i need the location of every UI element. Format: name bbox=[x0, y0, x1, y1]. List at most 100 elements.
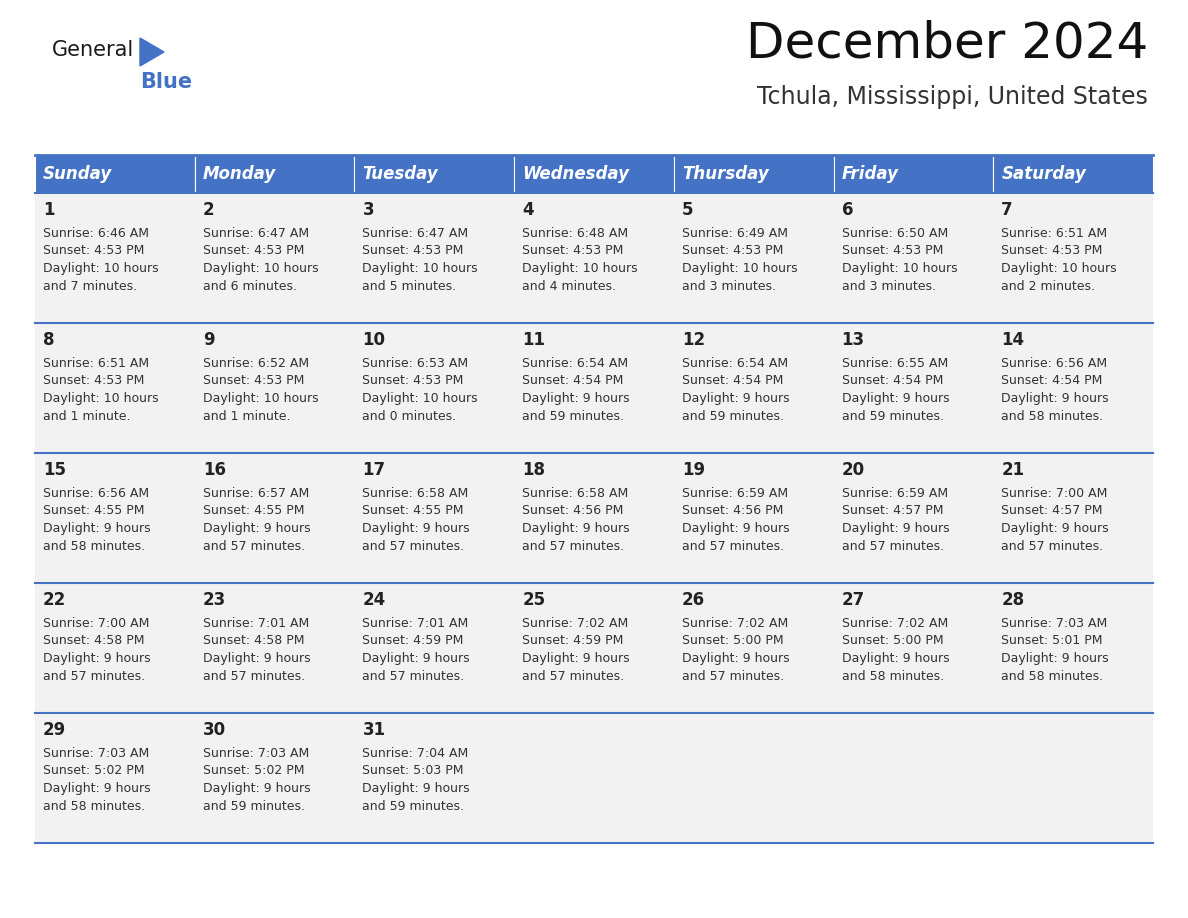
Text: Daylight: 9 hours: Daylight: 9 hours bbox=[841, 652, 949, 665]
Text: 22: 22 bbox=[43, 591, 67, 609]
Text: Daylight: 9 hours: Daylight: 9 hours bbox=[1001, 392, 1108, 405]
Bar bbox=[34, 583, 195, 713]
Text: Sunrise: 6:51 AM: Sunrise: 6:51 AM bbox=[43, 357, 150, 370]
Text: Tchula, Mississippi, United States: Tchula, Mississippi, United States bbox=[757, 85, 1148, 109]
Text: Sunset: 4:53 PM: Sunset: 4:53 PM bbox=[203, 375, 304, 387]
Bar bbox=[834, 453, 993, 583]
Text: Daylight: 10 hours: Daylight: 10 hours bbox=[43, 392, 159, 405]
Text: Sunrise: 6:54 AM: Sunrise: 6:54 AM bbox=[682, 357, 788, 370]
Bar bbox=[354, 155, 514, 193]
Text: Sunset: 4:54 PM: Sunset: 4:54 PM bbox=[523, 375, 624, 387]
Text: and 57 minutes.: and 57 minutes. bbox=[682, 669, 784, 682]
Bar bbox=[674, 453, 834, 583]
Text: Sunrise: 7:03 AM: Sunrise: 7:03 AM bbox=[43, 747, 150, 760]
Text: Sunset: 4:57 PM: Sunset: 4:57 PM bbox=[1001, 505, 1102, 518]
Text: Daylight: 9 hours: Daylight: 9 hours bbox=[1001, 522, 1108, 535]
Text: 3: 3 bbox=[362, 201, 374, 219]
Text: 31: 31 bbox=[362, 721, 386, 739]
Text: and 1 minute.: and 1 minute. bbox=[203, 409, 290, 422]
Text: and 57 minutes.: and 57 minutes. bbox=[523, 669, 624, 682]
Text: and 57 minutes.: and 57 minutes. bbox=[43, 669, 145, 682]
Text: Saturday: Saturday bbox=[1001, 165, 1086, 183]
Text: Sunrise: 6:50 AM: Sunrise: 6:50 AM bbox=[841, 227, 948, 240]
Text: 21: 21 bbox=[1001, 461, 1024, 479]
Text: Sunset: 4:54 PM: Sunset: 4:54 PM bbox=[841, 375, 943, 387]
Text: Sunset: 4:53 PM: Sunset: 4:53 PM bbox=[841, 244, 943, 258]
Text: 6: 6 bbox=[841, 201, 853, 219]
Text: Daylight: 9 hours: Daylight: 9 hours bbox=[203, 782, 310, 795]
Text: 14: 14 bbox=[1001, 331, 1024, 349]
Bar bbox=[195, 323, 354, 453]
Text: Sunrise: 6:49 AM: Sunrise: 6:49 AM bbox=[682, 227, 788, 240]
Text: Sunrise: 7:03 AM: Sunrise: 7:03 AM bbox=[1001, 617, 1107, 630]
Text: 16: 16 bbox=[203, 461, 226, 479]
Text: 12: 12 bbox=[682, 331, 704, 349]
Text: Daylight: 10 hours: Daylight: 10 hours bbox=[362, 262, 478, 275]
Text: 13: 13 bbox=[841, 331, 865, 349]
Text: Sunrise: 6:46 AM: Sunrise: 6:46 AM bbox=[43, 227, 148, 240]
Polygon shape bbox=[140, 38, 164, 66]
Text: Daylight: 9 hours: Daylight: 9 hours bbox=[682, 392, 790, 405]
Text: and 58 minutes.: and 58 minutes. bbox=[1001, 409, 1104, 422]
Text: Sunrise: 6:59 AM: Sunrise: 6:59 AM bbox=[841, 487, 948, 500]
Bar bbox=[514, 453, 674, 583]
Text: Sunrise: 7:00 AM: Sunrise: 7:00 AM bbox=[43, 617, 150, 630]
Text: 24: 24 bbox=[362, 591, 386, 609]
Text: Sunset: 4:53 PM: Sunset: 4:53 PM bbox=[43, 375, 145, 387]
Text: Sunset: 5:00 PM: Sunset: 5:00 PM bbox=[841, 634, 943, 647]
Text: and 57 minutes.: and 57 minutes. bbox=[682, 540, 784, 553]
Bar bbox=[195, 583, 354, 713]
Text: Sunset: 4:53 PM: Sunset: 4:53 PM bbox=[362, 244, 463, 258]
Text: Daylight: 9 hours: Daylight: 9 hours bbox=[203, 522, 310, 535]
Text: Sunrise: 6:58 AM: Sunrise: 6:58 AM bbox=[362, 487, 469, 500]
Text: and 57 minutes.: and 57 minutes. bbox=[841, 540, 943, 553]
Text: Daylight: 10 hours: Daylight: 10 hours bbox=[43, 262, 159, 275]
Bar bbox=[674, 193, 834, 323]
Text: Sunrise: 7:01 AM: Sunrise: 7:01 AM bbox=[362, 617, 469, 630]
Text: Sunrise: 6:58 AM: Sunrise: 6:58 AM bbox=[523, 487, 628, 500]
Text: and 0 minutes.: and 0 minutes. bbox=[362, 409, 456, 422]
Bar bbox=[993, 193, 1154, 323]
Text: Sunrise: 7:02 AM: Sunrise: 7:02 AM bbox=[841, 617, 948, 630]
Text: Sunset: 4:53 PM: Sunset: 4:53 PM bbox=[203, 244, 304, 258]
Text: Sunday: Sunday bbox=[43, 165, 112, 183]
Text: 19: 19 bbox=[682, 461, 704, 479]
Text: Sunrise: 6:57 AM: Sunrise: 6:57 AM bbox=[203, 487, 309, 500]
Bar bbox=[674, 713, 834, 843]
Bar bbox=[514, 713, 674, 843]
Text: and 59 minutes.: and 59 minutes. bbox=[362, 800, 465, 812]
Text: Sunrise: 7:03 AM: Sunrise: 7:03 AM bbox=[203, 747, 309, 760]
Text: 9: 9 bbox=[203, 331, 214, 349]
Bar bbox=[834, 713, 993, 843]
Text: Sunset: 4:55 PM: Sunset: 4:55 PM bbox=[203, 505, 304, 518]
Bar bbox=[34, 155, 195, 193]
Text: Daylight: 10 hours: Daylight: 10 hours bbox=[203, 262, 318, 275]
Bar bbox=[834, 193, 993, 323]
Text: 8: 8 bbox=[43, 331, 55, 349]
Text: and 58 minutes.: and 58 minutes. bbox=[43, 540, 145, 553]
Text: 28: 28 bbox=[1001, 591, 1024, 609]
Bar bbox=[514, 155, 674, 193]
Text: and 57 minutes.: and 57 minutes. bbox=[362, 540, 465, 553]
Text: Daylight: 9 hours: Daylight: 9 hours bbox=[841, 522, 949, 535]
Text: Sunset: 4:58 PM: Sunset: 4:58 PM bbox=[43, 634, 145, 647]
Text: Daylight: 9 hours: Daylight: 9 hours bbox=[523, 652, 630, 665]
Text: Sunset: 5:02 PM: Sunset: 5:02 PM bbox=[203, 765, 304, 778]
Bar bbox=[195, 713, 354, 843]
Text: Sunset: 4:55 PM: Sunset: 4:55 PM bbox=[43, 505, 145, 518]
Text: Sunrise: 7:02 AM: Sunrise: 7:02 AM bbox=[682, 617, 788, 630]
Text: 18: 18 bbox=[523, 461, 545, 479]
Text: Sunset: 5:03 PM: Sunset: 5:03 PM bbox=[362, 765, 465, 778]
Text: 7: 7 bbox=[1001, 201, 1013, 219]
Text: Sunset: 4:55 PM: Sunset: 4:55 PM bbox=[362, 505, 465, 518]
Text: and 59 minutes.: and 59 minutes. bbox=[203, 800, 304, 812]
Text: Sunset: 5:00 PM: Sunset: 5:00 PM bbox=[682, 634, 783, 647]
Text: Sunset: 4:54 PM: Sunset: 4:54 PM bbox=[1001, 375, 1102, 387]
Text: Sunrise: 6:47 AM: Sunrise: 6:47 AM bbox=[203, 227, 309, 240]
Text: Wednesday: Wednesday bbox=[523, 165, 630, 183]
Text: General: General bbox=[52, 40, 134, 60]
Text: and 57 minutes.: and 57 minutes. bbox=[203, 540, 305, 553]
Text: Daylight: 10 hours: Daylight: 10 hours bbox=[362, 392, 478, 405]
Text: and 4 minutes.: and 4 minutes. bbox=[523, 279, 617, 293]
Bar bbox=[674, 323, 834, 453]
